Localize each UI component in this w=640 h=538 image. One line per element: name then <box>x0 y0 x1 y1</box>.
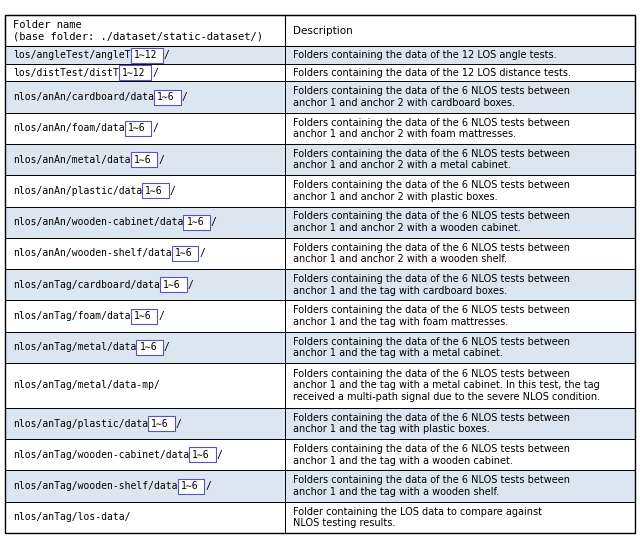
Text: nlos/anTag/plastic/data: nlos/anTag/plastic/data <box>13 419 148 429</box>
Bar <box>5 269 635 300</box>
Text: Folders containing the data of the 6 NLOS tests between
anchor 1 and anchor 2 wi: Folders containing the data of the 6 NLO… <box>293 243 570 264</box>
Bar <box>184 215 210 230</box>
Text: nlos/anAn/wooden-cabinet/data: nlos/anAn/wooden-cabinet/data <box>13 217 184 227</box>
Text: 1∼6: 1∼6 <box>134 154 151 165</box>
Text: 1∼6: 1∼6 <box>186 217 204 227</box>
Text: /: / <box>158 154 164 165</box>
Text: Folders containing the data of the 6 NLOS tests between
anchor 1 and anchor 2 wi: Folders containing the data of the 6 NLO… <box>293 118 570 139</box>
Bar <box>148 416 175 431</box>
Bar <box>5 46 635 64</box>
Bar <box>177 479 204 493</box>
Bar <box>5 331 635 363</box>
Text: Description: Description <box>293 26 353 36</box>
Text: /: / <box>176 419 182 429</box>
Bar <box>5 502 635 533</box>
Text: /: / <box>217 450 223 460</box>
Bar <box>131 47 163 62</box>
Text: /: / <box>158 311 164 321</box>
Text: 1∼6: 1∼6 <box>127 123 145 133</box>
Bar <box>5 81 635 113</box>
Bar <box>5 175 635 207</box>
Bar <box>5 15 635 46</box>
Text: 1∼6: 1∼6 <box>157 92 175 102</box>
Text: Folders containing the data of the 6 NLOS tests between
anchor 1 and the tag wit: Folders containing the data of the 6 NLO… <box>293 274 570 295</box>
Bar <box>131 152 157 167</box>
Text: 1∼6: 1∼6 <box>192 450 210 460</box>
Text: 1∼12: 1∼12 <box>134 50 157 60</box>
Bar <box>5 64 635 81</box>
Text: Folders containing the data of the 6 NLOS tests between
anchor 1 and anchor 2 wi: Folders containing the data of the 6 NLO… <box>293 211 570 233</box>
Text: Folders containing the data of the 6 NLOS tests between
anchor 1 and the tag wit: Folders containing the data of the 6 NLO… <box>293 475 570 497</box>
Bar <box>142 183 169 199</box>
Bar <box>160 277 186 292</box>
Text: los/distTest/distT: los/distTest/distT <box>13 68 119 77</box>
Text: 1∼6: 1∼6 <box>145 186 163 196</box>
Text: nlos/anTag/foam/data: nlos/anTag/foam/data <box>13 311 131 321</box>
Bar <box>5 207 635 238</box>
Text: 1∼12: 1∼12 <box>122 68 145 77</box>
Text: Folders containing the data of the 12 LOS angle tests.: Folders containing the data of the 12 LO… <box>293 50 557 60</box>
Bar <box>5 439 635 470</box>
Text: nlos/anAn/wooden-shelf/data: nlos/anAn/wooden-shelf/data <box>13 249 172 258</box>
Text: nlos/anTag/wooden-cabinet/data: nlos/anTag/wooden-cabinet/data <box>13 450 189 460</box>
Text: Folders containing the data of the 6 NLOS tests between
anchor 1 and anchor 2 wi: Folders containing the data of the 6 NLO… <box>293 180 570 202</box>
Text: 1∼6: 1∼6 <box>180 481 198 491</box>
Bar <box>5 238 635 269</box>
Text: Folders containing the data of the 12 LOS distance tests.: Folders containing the data of the 12 LO… <box>293 68 572 77</box>
Text: 1∼6: 1∼6 <box>175 249 192 258</box>
Bar <box>131 308 157 323</box>
Bar <box>172 246 198 261</box>
Text: Folders containing the data of the 6 NLOS tests between
anchor 1 and anchor 2 wi: Folders containing the data of the 6 NLO… <box>293 86 570 108</box>
Text: Folders containing the data of the 6 NLOS tests between
anchor 1 and the tag wit: Folders containing the data of the 6 NLO… <box>293 444 570 465</box>
Text: /: / <box>152 68 158 77</box>
Text: los/angleTest/angleT: los/angleTest/angleT <box>13 50 131 60</box>
Text: nlos/anTag/metal/data: nlos/anTag/metal/data <box>13 342 136 352</box>
Bar <box>5 363 635 408</box>
Text: /: / <box>205 481 211 491</box>
Text: 1∼6: 1∼6 <box>163 280 180 290</box>
Text: 1∼6: 1∼6 <box>151 419 169 429</box>
Text: Folder containing the LOS data to compare against
NLOS testing results.: Folder containing the LOS data to compar… <box>293 507 542 528</box>
Text: /: / <box>199 249 205 258</box>
Text: nlos/anAn/metal/data: nlos/anAn/metal/data <box>13 154 131 165</box>
Bar <box>5 144 635 175</box>
Bar <box>154 90 180 104</box>
Text: nlos/anAn/cardboard/data: nlos/anAn/cardboard/data <box>13 92 154 102</box>
Text: /: / <box>152 123 158 133</box>
Bar <box>119 65 151 80</box>
Text: Folders containing the data of the 6 NLOS tests between
anchor 1 and the tag wit: Folders containing the data of the 6 NLO… <box>293 305 570 327</box>
Text: Folder name
(base folder: ./dataset/static-dataset/): Folder name (base folder: ./dataset/stat… <box>13 20 263 41</box>
Text: nlos/anTag/los-data/: nlos/anTag/los-data/ <box>13 512 131 522</box>
Bar <box>5 408 635 439</box>
Text: Folders containing the data of the 6 NLOS tests between
anchor 1 and the tag wit: Folders containing the data of the 6 NLO… <box>293 369 600 402</box>
Text: /: / <box>164 50 170 60</box>
Bar <box>136 340 163 355</box>
Bar <box>189 447 216 462</box>
Bar <box>5 470 635 502</box>
Text: /: / <box>211 217 217 227</box>
Text: /: / <box>182 92 188 102</box>
Text: 1∼6: 1∼6 <box>134 311 151 321</box>
Text: Folders containing the data of the 6 NLOS tests between
anchor 1 and the tag wit: Folders containing the data of the 6 NLO… <box>293 336 570 358</box>
Text: nlos/anAn/plastic/data: nlos/anAn/plastic/data <box>13 186 142 196</box>
Text: nlos/anTag/metal/data-mp/: nlos/anTag/metal/data-mp/ <box>13 380 160 391</box>
Text: Folders containing the data of the 6 NLOS tests between
anchor 1 and the tag wit: Folders containing the data of the 6 NLO… <box>293 413 570 434</box>
Text: Folders containing the data of the 6 NLOS tests between
anchor 1 and anchor 2 wi: Folders containing the data of the 6 NLO… <box>293 149 570 171</box>
Text: nlos/anAn/foam/data: nlos/anAn/foam/data <box>13 123 125 133</box>
Text: nlos/anTag/cardboard/data: nlos/anTag/cardboard/data <box>13 280 160 290</box>
Bar <box>5 113 635 144</box>
Bar <box>5 300 635 331</box>
Text: 1∼6: 1∼6 <box>140 342 157 352</box>
Bar <box>125 121 151 136</box>
Text: nlos/anTag/wooden-shelf/data: nlos/anTag/wooden-shelf/data <box>13 481 177 491</box>
Text: /: / <box>170 186 176 196</box>
Text: /: / <box>164 342 170 352</box>
Text: /: / <box>188 280 193 290</box>
